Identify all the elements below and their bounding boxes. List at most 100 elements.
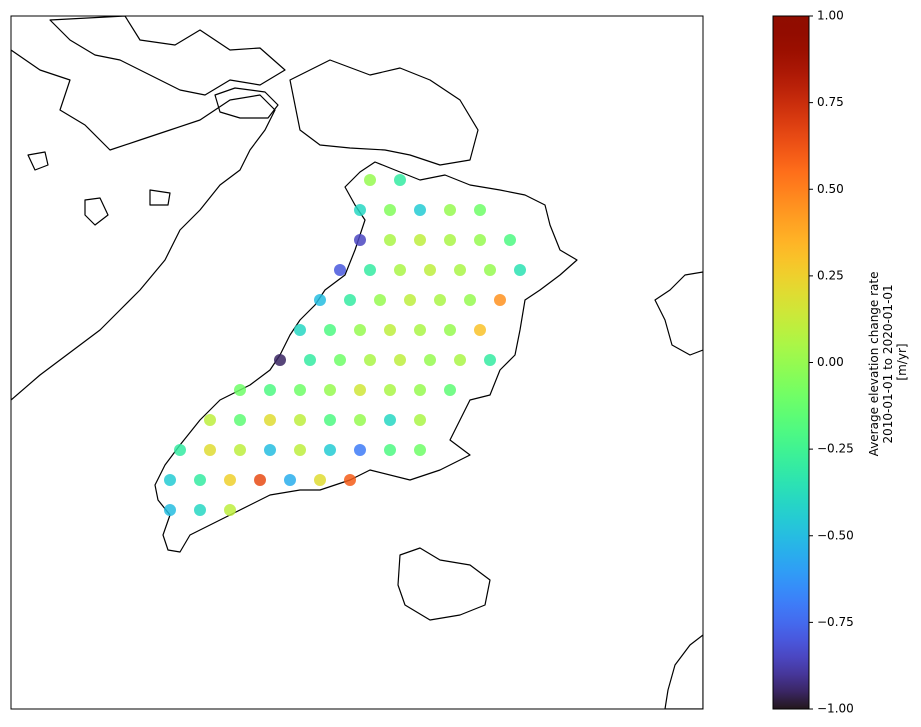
norway-coast xyxy=(664,634,703,709)
colorbar-label-line: 2010-01-01 to 2020-01-01 xyxy=(881,284,895,443)
island-coast xyxy=(27,151,171,226)
colorbar-label: Average elevation change rate 2010-01-01… xyxy=(867,268,909,457)
elevation-point xyxy=(454,264,466,276)
devon-coast xyxy=(214,87,279,119)
elevation-point xyxy=(364,354,376,366)
elevation-point xyxy=(414,414,426,426)
colorbar-tick-label: −0.50 xyxy=(817,528,854,542)
elevation-point xyxy=(414,444,426,456)
svalbard-coast xyxy=(654,271,703,356)
elevation-point xyxy=(254,474,266,486)
map-frame xyxy=(10,15,704,710)
elevation-point xyxy=(304,354,316,366)
elevation-point xyxy=(414,204,426,216)
elevation-point xyxy=(424,264,436,276)
elevation-point xyxy=(294,384,306,396)
elevation-point xyxy=(484,354,496,366)
elevation-point xyxy=(434,294,446,306)
elevation-point xyxy=(364,174,376,186)
elevation-point xyxy=(464,294,476,306)
elevation-point xyxy=(314,294,326,306)
elevation-point xyxy=(474,324,486,336)
elevation-point xyxy=(444,324,456,336)
elevation-point xyxy=(354,204,366,216)
elevation-point xyxy=(354,324,366,336)
elevation-point xyxy=(314,474,326,486)
elevation-point xyxy=(444,234,456,246)
colorbar-tick-label: −0.25 xyxy=(817,442,854,456)
elevation-point xyxy=(354,414,366,426)
elevation-point xyxy=(384,234,396,246)
elevation-point xyxy=(354,444,366,456)
north-coast xyxy=(289,59,479,166)
colorbar-tick-label: −1.00 xyxy=(817,702,854,716)
elevation-point xyxy=(384,384,396,396)
elevation-point xyxy=(264,414,276,426)
elevation-point xyxy=(494,294,506,306)
elevation-point xyxy=(504,234,516,246)
elevation-point xyxy=(264,444,276,456)
elevation-point xyxy=(474,204,486,216)
colorbar-label-line: Average elevation change rate xyxy=(867,272,881,457)
elevation-point xyxy=(354,234,366,246)
elevation-point xyxy=(364,264,376,276)
elevation-point xyxy=(474,234,486,246)
elevation-point xyxy=(454,354,466,366)
elevation-point xyxy=(514,264,526,276)
elevation-point xyxy=(394,354,406,366)
elevation-point xyxy=(264,384,276,396)
colorbar-tick-label: 0.25 xyxy=(817,268,844,282)
ellesmere-coast xyxy=(49,16,286,96)
data-points xyxy=(164,174,526,516)
colorbar-tick-label: 0.00 xyxy=(817,355,844,369)
elevation-point xyxy=(234,384,246,396)
colorbar xyxy=(772,15,810,710)
iceland-coast xyxy=(397,547,491,621)
elevation-point xyxy=(414,324,426,336)
elevation-point xyxy=(384,444,396,456)
colorbar-tick-label: 0.75 xyxy=(817,95,844,109)
elevation-point xyxy=(204,444,216,456)
elevation-point xyxy=(194,474,206,486)
elevation-point xyxy=(224,474,236,486)
elevation-point xyxy=(334,354,346,366)
baffin-coast xyxy=(11,49,276,401)
elevation-point xyxy=(334,264,346,276)
elevation-point xyxy=(404,294,416,306)
elevation-point xyxy=(324,414,336,426)
elevation-point xyxy=(344,294,356,306)
elevation-point xyxy=(324,444,336,456)
elevation-point xyxy=(164,474,176,486)
elevation-point xyxy=(204,414,216,426)
elevation-point xyxy=(394,264,406,276)
elevation-point xyxy=(234,414,246,426)
elevation-point xyxy=(284,474,296,486)
elevation-point xyxy=(394,174,406,186)
elevation-point xyxy=(444,204,456,216)
elevation-point xyxy=(414,384,426,396)
elevation-point xyxy=(384,204,396,216)
elevation-point xyxy=(384,414,396,426)
elevation-point xyxy=(224,504,236,516)
elevation-point xyxy=(484,264,496,276)
coastlines xyxy=(11,16,703,709)
elevation-point xyxy=(234,444,246,456)
colorbar-label-line: [m/yr] xyxy=(895,343,909,380)
elevation-point xyxy=(414,234,426,246)
elevation-point xyxy=(164,504,176,516)
colorbar-tick-label: 0.50 xyxy=(817,182,844,196)
elevation-point xyxy=(194,504,206,516)
elevation-point xyxy=(294,324,306,336)
elevation-point xyxy=(324,384,336,396)
elevation-point xyxy=(374,294,386,306)
elevation-point xyxy=(344,474,356,486)
colorbar-tick-label: −0.75 xyxy=(817,615,854,629)
greenland-coast xyxy=(154,161,578,553)
elevation-point xyxy=(294,444,306,456)
elevation-point xyxy=(424,354,436,366)
elevation-point xyxy=(444,384,456,396)
elevation-point xyxy=(354,384,366,396)
elevation-point xyxy=(294,414,306,426)
elevation-point xyxy=(324,324,336,336)
